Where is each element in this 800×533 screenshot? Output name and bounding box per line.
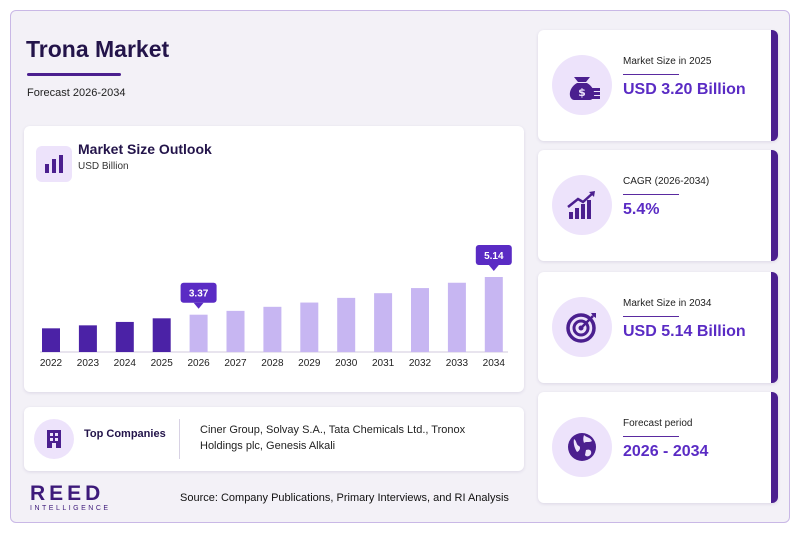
logo-sub-text: INTELLIGENCE [30, 505, 111, 512]
stat-divider [623, 436, 679, 437]
stat-card-market-size-2034: Market Size in 2034 USD 5.14 Billion [538, 272, 778, 383]
stat-label: CAGR (2026-2034) [623, 176, 710, 187]
stat-divider [623, 316, 679, 317]
x-tick-label: 2031 [372, 358, 395, 369]
page-title: Trona Market [26, 36, 170, 62]
data-label: 5.14 [484, 251, 504, 262]
x-tick-label: 2026 [187, 358, 210, 369]
x-tick-label: 2034 [483, 358, 506, 369]
bar-2022 [42, 328, 60, 352]
page-subtitle: Forecast 2026-2034 [27, 87, 126, 99]
market-size-chart-card: Market Size Outlook USD Billion 2022 2023… [24, 126, 524, 392]
bar-chart: 2022 2023 2024 2025 2026 3.37 2027 2028 2029 2030… [40, 245, 512, 369]
stat-label: Market Size in 2034 [623, 298, 712, 309]
x-tick-label: 2032 [409, 358, 432, 369]
bar-2027 [226, 310, 245, 352]
bar-2029 [300, 302, 319, 352]
title-underline [27, 73, 121, 76]
data-label: 3.37 [189, 289, 209, 300]
stat-value: 2026 - 2034 [623, 443, 709, 460]
building-icon [34, 419, 74, 459]
logo-main-text: REED [30, 482, 105, 505]
bar-2031 [374, 293, 393, 352]
stat-value: 5.4% [623, 201, 660, 218]
callout-pointer [488, 265, 499, 271]
stat-divider [623, 74, 679, 75]
stat-value: USD 5.14 Billion [623, 323, 746, 340]
bar-2026 [189, 314, 208, 352]
money-bag-icon: $ [552, 55, 612, 115]
stat-label: Forecast period [623, 418, 693, 429]
chart-title: Market Size Outlook [78, 141, 212, 157]
bar-2025 [152, 318, 171, 352]
divider [179, 419, 180, 459]
callout-pointer [193, 302, 204, 309]
svg-text:$: $ [578, 86, 586, 99]
top-companies-label: Top Companies [84, 428, 166, 440]
x-tick-label: 2030 [335, 358, 358, 369]
stat-card-forecast-period: Forecast period 2026 - 2034 [538, 392, 778, 503]
reed-intelligence-logo: REED INTELLIGENCE [30, 482, 111, 512]
bar-2034 [484, 277, 503, 352]
bar-2033 [447, 282, 466, 352]
stat-divider [623, 194, 679, 195]
bar-2023 [78, 325, 97, 352]
x-tick-label: 2023 [77, 358, 100, 369]
stat-card-cagr: CAGR (2026-2034) 5.4% [538, 150, 778, 261]
source-note: Source: Company Publications, Primary In… [180, 492, 509, 504]
top-companies-card: Top Companies Ciner Group, Solvay S.A., … [24, 407, 524, 471]
bar-2032 [411, 288, 429, 352]
x-tick-label: 2025 [151, 358, 174, 369]
x-tick-label: 2027 [224, 358, 247, 369]
top-companies-list: Ciner Group, Solvay S.A., Tata Chemicals… [200, 424, 466, 452]
bar-chart-icon [36, 146, 72, 182]
x-tick-label: 2022 [40, 358, 63, 369]
x-tick-label: 2024 [114, 358, 137, 369]
bar-2030 [337, 297, 356, 352]
bar-2028 [263, 306, 282, 352]
bar-2024 [115, 321, 134, 352]
callout-box [180, 282, 217, 303]
x-tick-label: 2028 [261, 358, 284, 369]
chart-unit: USD Billion [78, 161, 129, 172]
callout-box [475, 245, 512, 265]
globe-icon [552, 417, 612, 477]
x-tick-label: 2029 [298, 358, 321, 369]
stat-card-market-size-2025: $ Market Size in 2025 USD 3.20 Billion [538, 30, 778, 141]
growth-chart-icon [552, 175, 612, 235]
x-tick-label: 2033 [446, 358, 469, 369]
stat-label: Market Size in 2025 [623, 56, 712, 67]
stat-value: USD 3.20 Billion [623, 81, 746, 98]
target-icon [552, 297, 612, 357]
